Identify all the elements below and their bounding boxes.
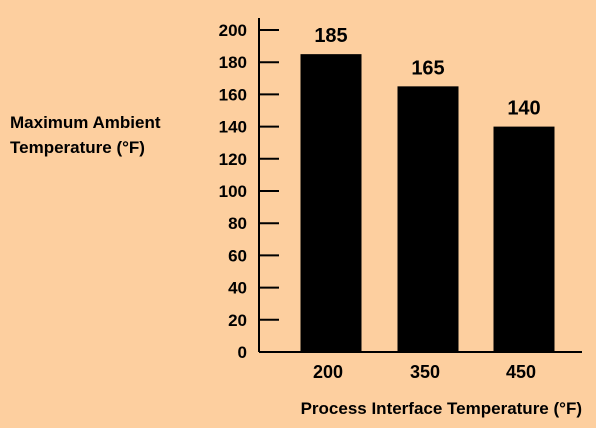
bar-200 xyxy=(300,54,362,353)
y-tick-label-140: 140 xyxy=(219,118,247,137)
data-label-350: 165 xyxy=(411,57,444,79)
y-tick-label-120: 120 xyxy=(219,150,247,169)
y-tick-label-180: 180 xyxy=(219,53,247,72)
y-tick-label-40: 40 xyxy=(228,279,247,298)
y-axis-title-line-2: Temperature (°F) xyxy=(10,138,145,157)
y-tick-label-60: 60 xyxy=(228,246,247,265)
x-axis-title: Process Interface Temperature (°F) xyxy=(300,399,582,418)
x-tick-label-200: 200 xyxy=(313,362,343,382)
y-tick-label-20: 20 xyxy=(228,311,247,330)
bar-350 xyxy=(397,86,459,352)
y-tick-label-160: 160 xyxy=(219,85,247,104)
data-label-450: 140 xyxy=(507,98,540,120)
x-tick-label-450: 450 xyxy=(506,362,536,382)
data-label-200: 185 xyxy=(314,25,347,47)
x-tick-label-350: 350 xyxy=(410,362,440,382)
y-tick-label-100: 100 xyxy=(219,182,247,201)
y-tick-label-80: 80 xyxy=(228,214,247,233)
y-tick-label-0: 0 xyxy=(238,343,247,362)
y-axis-title-line-1: Maximum Ambient xyxy=(10,113,161,132)
bars-group: 185 200 165 350 140 450 xyxy=(300,25,555,382)
bar-450 xyxy=(493,126,555,352)
y-tick-label-200: 200 xyxy=(219,21,247,40)
y-axis-ticks: 0 20 40 60 80 100 120 140 160 180 200 xyxy=(219,21,279,362)
y-axis-title: Maximum Ambient Temperature (°F) xyxy=(10,110,200,160)
